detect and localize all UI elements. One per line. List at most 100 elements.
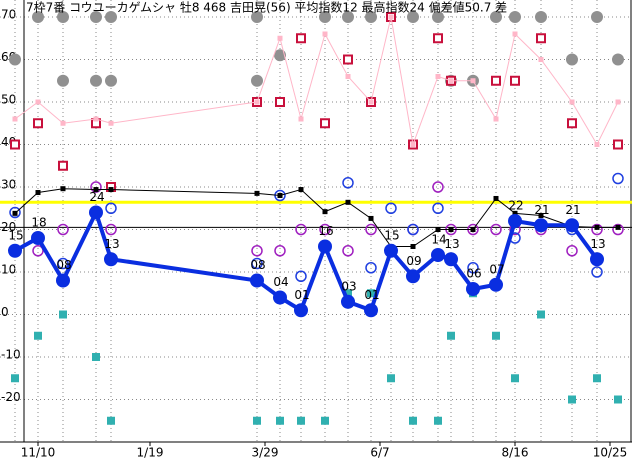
point xyxy=(9,53,21,66)
point xyxy=(591,223,603,236)
point xyxy=(511,374,519,383)
x-tick-label: 8/16 xyxy=(502,446,529,460)
data-label: 03 xyxy=(341,279,356,293)
point xyxy=(591,266,603,278)
point xyxy=(254,99,260,105)
x-tick-label: 10/25 xyxy=(593,446,628,460)
point xyxy=(434,416,442,425)
data-label: 15 xyxy=(8,228,23,242)
point xyxy=(410,244,416,249)
point xyxy=(368,215,374,221)
data-label: 21 xyxy=(534,203,549,217)
point xyxy=(614,395,622,404)
x-tick-label: 6/7 xyxy=(370,446,389,460)
point xyxy=(11,374,19,383)
point xyxy=(590,252,604,267)
point xyxy=(345,199,351,205)
point xyxy=(491,75,501,86)
point xyxy=(447,331,455,340)
point xyxy=(60,120,66,126)
point xyxy=(368,99,374,105)
point xyxy=(432,202,444,214)
data-label: 06 xyxy=(466,267,481,281)
point xyxy=(409,416,417,425)
point xyxy=(566,245,578,257)
point xyxy=(277,193,283,198)
point xyxy=(535,11,547,23)
y-tick-label: -10 xyxy=(1,348,21,362)
point xyxy=(35,190,41,196)
point xyxy=(294,303,308,318)
data-label: 16 xyxy=(318,224,333,238)
point xyxy=(104,252,118,267)
point xyxy=(35,99,41,105)
point xyxy=(57,257,69,270)
point xyxy=(538,57,544,62)
point xyxy=(93,187,99,193)
point xyxy=(342,177,354,189)
data-label: 18 xyxy=(31,216,46,230)
point xyxy=(593,374,601,383)
point xyxy=(612,223,624,236)
point xyxy=(277,35,283,41)
point xyxy=(10,139,20,150)
point xyxy=(34,331,42,340)
point xyxy=(569,99,575,105)
point xyxy=(568,395,576,404)
point xyxy=(470,78,476,84)
point xyxy=(435,227,441,232)
point xyxy=(298,116,304,122)
point xyxy=(342,11,354,23)
point xyxy=(105,223,117,236)
point xyxy=(342,245,354,257)
point xyxy=(470,227,476,232)
point xyxy=(534,218,548,233)
data-label: 13 xyxy=(590,237,605,251)
point xyxy=(274,49,286,62)
point xyxy=(322,31,328,37)
data-label: 09 xyxy=(406,254,421,268)
point xyxy=(273,290,287,305)
point xyxy=(274,245,286,257)
point xyxy=(251,74,263,87)
point xyxy=(251,11,263,23)
series-line xyxy=(14,16,619,147)
point xyxy=(56,273,70,288)
point xyxy=(365,11,377,23)
data-label: 13 xyxy=(444,237,459,251)
point xyxy=(318,239,332,254)
x-tick-label: 3/29 xyxy=(252,446,279,460)
point xyxy=(512,31,518,37)
point xyxy=(108,187,114,193)
point xyxy=(90,74,102,87)
point xyxy=(594,224,600,230)
point xyxy=(433,33,443,44)
point xyxy=(105,74,117,87)
data-label: 01 xyxy=(364,288,379,302)
point xyxy=(467,262,479,274)
point xyxy=(365,262,377,274)
point xyxy=(296,33,306,44)
point xyxy=(59,310,67,319)
point xyxy=(490,11,502,23)
point xyxy=(93,116,99,122)
point xyxy=(12,116,18,122)
point xyxy=(385,202,397,214)
point xyxy=(406,269,420,284)
data-label: 01 xyxy=(294,288,309,302)
point xyxy=(508,214,522,228)
point xyxy=(341,294,355,309)
x-tick-label: 11/10 xyxy=(21,446,56,460)
point xyxy=(367,289,375,298)
y-tick-label: 10 xyxy=(1,263,16,277)
point xyxy=(60,186,66,192)
chart-title: 7枠7番 コウユーカゲムシャ 牡8 468 吉田晃(56) 平均指数12 最高指… xyxy=(26,0,507,15)
point xyxy=(538,212,544,218)
point xyxy=(510,75,520,86)
point xyxy=(493,116,499,122)
point xyxy=(512,210,518,216)
point xyxy=(345,74,351,79)
point xyxy=(490,223,502,236)
point xyxy=(9,206,21,219)
point xyxy=(466,282,480,296)
